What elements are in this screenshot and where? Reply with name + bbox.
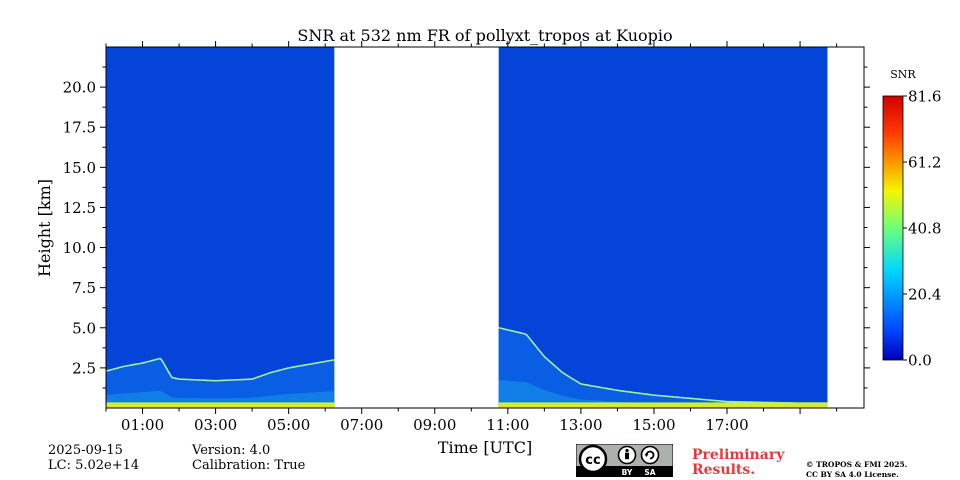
aerosol-layer-area xyxy=(498,327,828,408)
x-tick-label: 01:00 xyxy=(121,416,164,434)
footer-version-block: Version: 4.0 Calibration: True xyxy=(192,443,305,473)
x-tick-label: 13:00 xyxy=(559,416,602,434)
svg-text:BY: BY xyxy=(622,468,633,477)
colorbar-tick-label: 81.6 xyxy=(908,88,941,106)
y-axis-label: Height [km] xyxy=(35,179,54,277)
preliminary-line2: Results. xyxy=(692,462,756,478)
footer-date-block: 2025-09-15 LC: 5.02e+14 xyxy=(48,443,139,473)
x-tick-label: 09:00 xyxy=(413,416,456,434)
surface-peak-snr-strip xyxy=(106,405,335,408)
y-tick-label: 10.0 xyxy=(63,239,96,257)
svg-text:cc: cc xyxy=(585,453,600,468)
cc-by-sa-license-icon: cc BY SA xyxy=(576,444,673,477)
surface-peak-snr-strip xyxy=(498,405,828,408)
copyright-line1: © TROPOS & FMI 2025. xyxy=(806,460,908,469)
y-tick-label: 20.0 xyxy=(63,79,96,97)
surface-high-snr-strip xyxy=(106,402,335,408)
colorbar-tick-label: 40.8 xyxy=(908,220,941,238)
y-tick-label: 5.0 xyxy=(72,319,96,337)
x-tick-label: 07:00 xyxy=(340,416,383,434)
y-axis: 2.5 5.0 7.5 10.0 12.5 15.0 17.5 20.0 xyxy=(63,66,870,389)
y-tick-label: 17.5 xyxy=(63,119,96,137)
data-segment-1 xyxy=(106,47,335,408)
x-axis: 01:00 03:00 05:00 07:00 09:00 11:00 13:00 15:00… xyxy=(105,41,838,434)
y-tick-label: 15.0 xyxy=(63,159,96,177)
x-tick-label: 17:00 xyxy=(705,416,748,434)
y-tick-label: 2.5 xyxy=(72,359,96,377)
copyright-notice: © TROPOS & FMI 2025. CC BY SA 4.0 Licens… xyxy=(806,460,907,480)
chart-title: SNR at 532 nm FR of pollyxt_tropos at Ku… xyxy=(297,26,672,45)
preliminary-line1: Preliminary xyxy=(692,447,785,463)
near-surface-signal xyxy=(498,379,828,408)
colorbar-ticks: 0.0 20.4 40.8 61.2 81.6 xyxy=(903,88,941,370)
layer-top-line xyxy=(106,357,335,382)
colorbar-tick-label: 0.0 xyxy=(908,352,932,370)
colorbar-label: SNR xyxy=(890,68,916,81)
x-tick-label: 05:00 xyxy=(267,416,310,434)
segment-background xyxy=(106,47,335,408)
colorbar-tick-label: 61.2 xyxy=(908,154,941,172)
svg-text:SA: SA xyxy=(644,468,655,477)
surface-high-snr-strip xyxy=(498,402,828,408)
snr-heatmap xyxy=(106,47,828,408)
colorbar xyxy=(882,95,904,361)
preliminary-results-note: Preliminary Results. xyxy=(692,448,784,478)
x-tick-label: 03:00 xyxy=(194,416,237,434)
footer-calibration: Calibration: True xyxy=(192,458,306,473)
data-segment-2 xyxy=(498,47,828,408)
segment-background xyxy=(498,47,828,408)
copyright-line2: CC BY SA 4.0 License. xyxy=(806,470,899,479)
colorbar-tick-label: 20.4 xyxy=(908,286,941,304)
footer-date: 2025-09-15 xyxy=(48,443,123,458)
y-tick-label: 7.5 xyxy=(72,279,96,297)
x-tick-label: 15:00 xyxy=(632,416,675,434)
x-tick-label: 11:00 xyxy=(486,416,529,434)
footer-version: Version: 4.0 xyxy=(192,443,271,458)
y-tick-label: 12.5 xyxy=(63,199,96,217)
footer-lc: LC: 5.02e+14 xyxy=(48,458,140,473)
x-axis-label: Time [UTC] xyxy=(438,438,532,457)
